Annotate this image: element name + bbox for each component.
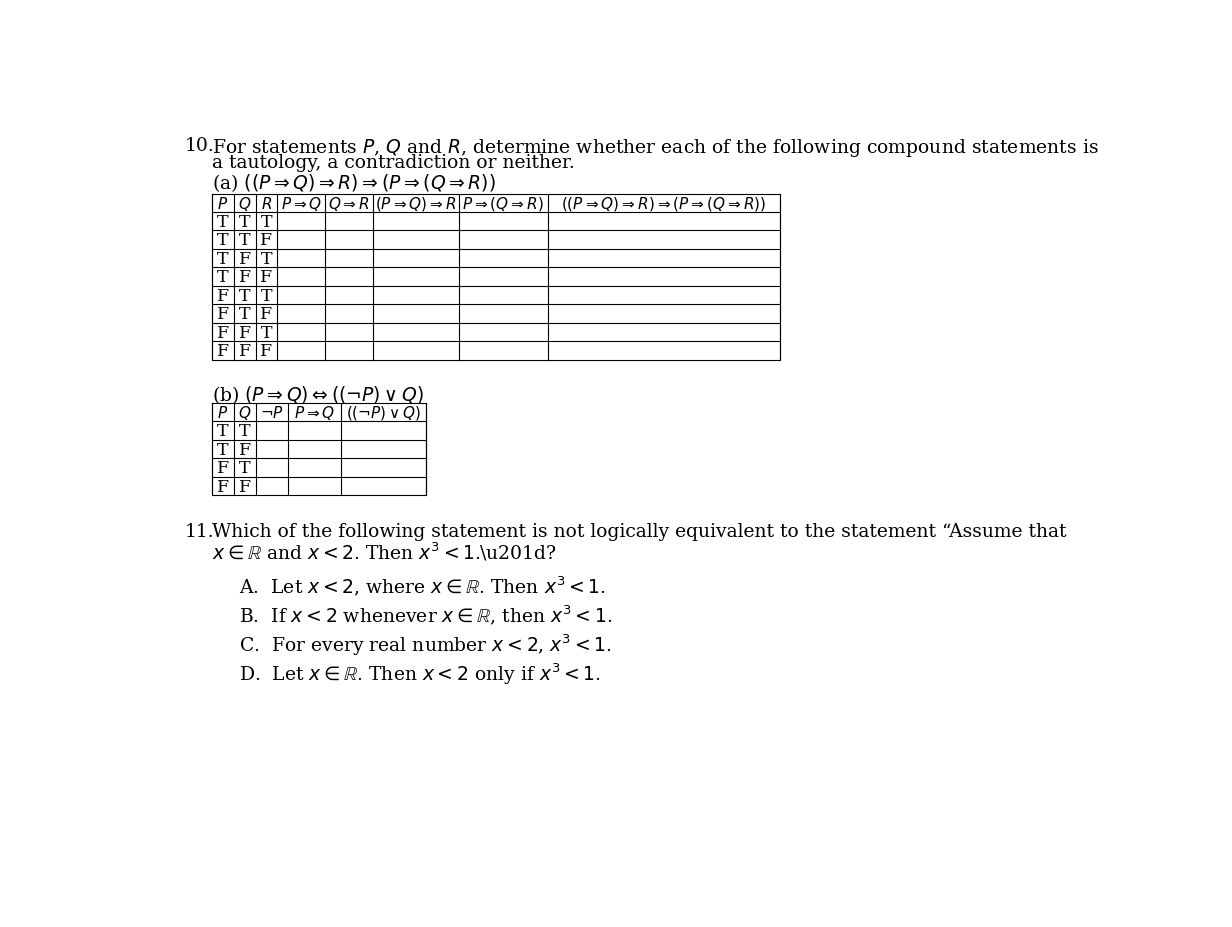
Text: F: F <box>260 343 272 360</box>
Text: $(P\Rightarrow Q)\Rightarrow R$: $(P\Rightarrow Q)\Rightarrow R$ <box>375 195 457 212</box>
Text: F: F <box>239 478 251 495</box>
Text: (b) $(P \Rightarrow Q) \Leftrightarrow ((\neg P) \vee Q)$: (b) $(P \Rightarrow Q) \Leftrightarrow (… <box>212 384 424 405</box>
Text: T: T <box>217 213 229 231</box>
Text: $x \in \mathbb{R}$ and $x < 2$. Then $x^3 < 1$.\u201d?: $x \in \mathbb{R}$ and $x < 2$. Then $x^… <box>212 540 557 563</box>
Text: T: T <box>239 232 250 249</box>
Text: F: F <box>239 441 251 458</box>
Text: (a) $((P \Rightarrow Q) \Rightarrow R) \Rightarrow (P \Rightarrow (Q \Rightarrow: (a) $((P \Rightarrow Q) \Rightarrow R) \… <box>212 172 496 194</box>
Text: T: T <box>217 423 229 439</box>
Text: F: F <box>217 343 229 360</box>
Bar <box>212 195 780 361</box>
Text: T: T <box>217 232 229 249</box>
Text: $Q\Rightarrow R$: $Q\Rightarrow R$ <box>329 195 371 212</box>
Text: $\neg P$: $\neg P$ <box>260 405 283 421</box>
Text: T: T <box>217 250 229 267</box>
Text: $((P\Rightarrow Q)\Rightarrow R)\Rightarrow(P\Rightarrow(Q\Rightarrow R))$: $((P\Rightarrow Q)\Rightarrow R)\Rightar… <box>562 195 766 212</box>
Text: F: F <box>217 460 229 476</box>
Text: T: T <box>239 213 250 231</box>
Text: T: T <box>217 269 229 286</box>
Text: $Q$: $Q$ <box>238 404 251 422</box>
Text: F: F <box>217 324 229 341</box>
Text: T: T <box>217 441 229 458</box>
Text: C.  For every real number $x < 2$, $x^3 < 1$.: C. For every real number $x < 2$, $x^3 <… <box>239 632 612 657</box>
Text: $Q$: $Q$ <box>238 195 251 212</box>
Text: $P$: $P$ <box>217 196 229 211</box>
Text: D.  Let $x \in \mathbb{R}$. Then $x < 2$ only if $x^3 < 1$.: D. Let $x \in \mathbb{R}$. Then $x < 2$ … <box>239 661 601 687</box>
Text: F: F <box>239 269 251 286</box>
Text: F: F <box>260 306 272 323</box>
Text: T: T <box>261 287 272 304</box>
Text: $P\Rightarrow(Q\Rightarrow R)$: $P\Rightarrow(Q\Rightarrow R)$ <box>462 195 545 212</box>
Text: T: T <box>261 213 272 231</box>
Text: F: F <box>239 250 251 267</box>
Text: $((\neg P)\vee Q)$: $((\neg P)\vee Q)$ <box>346 404 421 422</box>
Text: $P\Rightarrow Q$: $P\Rightarrow Q$ <box>281 195 322 212</box>
Text: F: F <box>239 324 251 341</box>
Text: 10.: 10. <box>185 136 214 155</box>
Text: B.  If $x < 2$ whenever $x \in \mathbb{R}$, then $x^3 < 1$.: B. If $x < 2$ whenever $x \in \mathbb{R}… <box>239 603 612 627</box>
Text: For statements $P$, $Q$ and $R$, determine whether each of the following compoun: For statements $P$, $Q$ and $R$, determi… <box>212 136 1099 159</box>
Text: T: T <box>261 250 272 267</box>
Text: T: T <box>239 287 250 304</box>
Text: F: F <box>260 232 272 249</box>
Text: A.  Let $x < 2$, where $x \in \mathbb{R}$. Then $x^3 < 1$.: A. Let $x < 2$, where $x \in \mathbb{R}$… <box>239 574 606 597</box>
Text: $P$: $P$ <box>217 405 229 421</box>
Text: F: F <box>217 478 229 495</box>
Text: T: T <box>239 306 250 323</box>
Text: a tautology, a contradiction or neither.: a tautology, a contradiction or neither. <box>212 154 575 172</box>
Text: $R$: $R$ <box>261 196 272 211</box>
Text: F: F <box>217 287 229 304</box>
Text: Which of the following statement is not logically equivalent to the statement “A: Which of the following statement is not … <box>212 523 1067 540</box>
Text: T: T <box>261 324 272 341</box>
Text: T: T <box>239 460 250 476</box>
Text: F: F <box>239 343 251 360</box>
Text: 11.: 11. <box>185 523 214 540</box>
Text: $P\Rightarrow Q$: $P\Rightarrow Q$ <box>293 404 335 422</box>
Text: T: T <box>239 423 250 439</box>
Text: F: F <box>260 269 272 286</box>
Text: F: F <box>217 306 229 323</box>
Bar <box>212 403 426 496</box>
